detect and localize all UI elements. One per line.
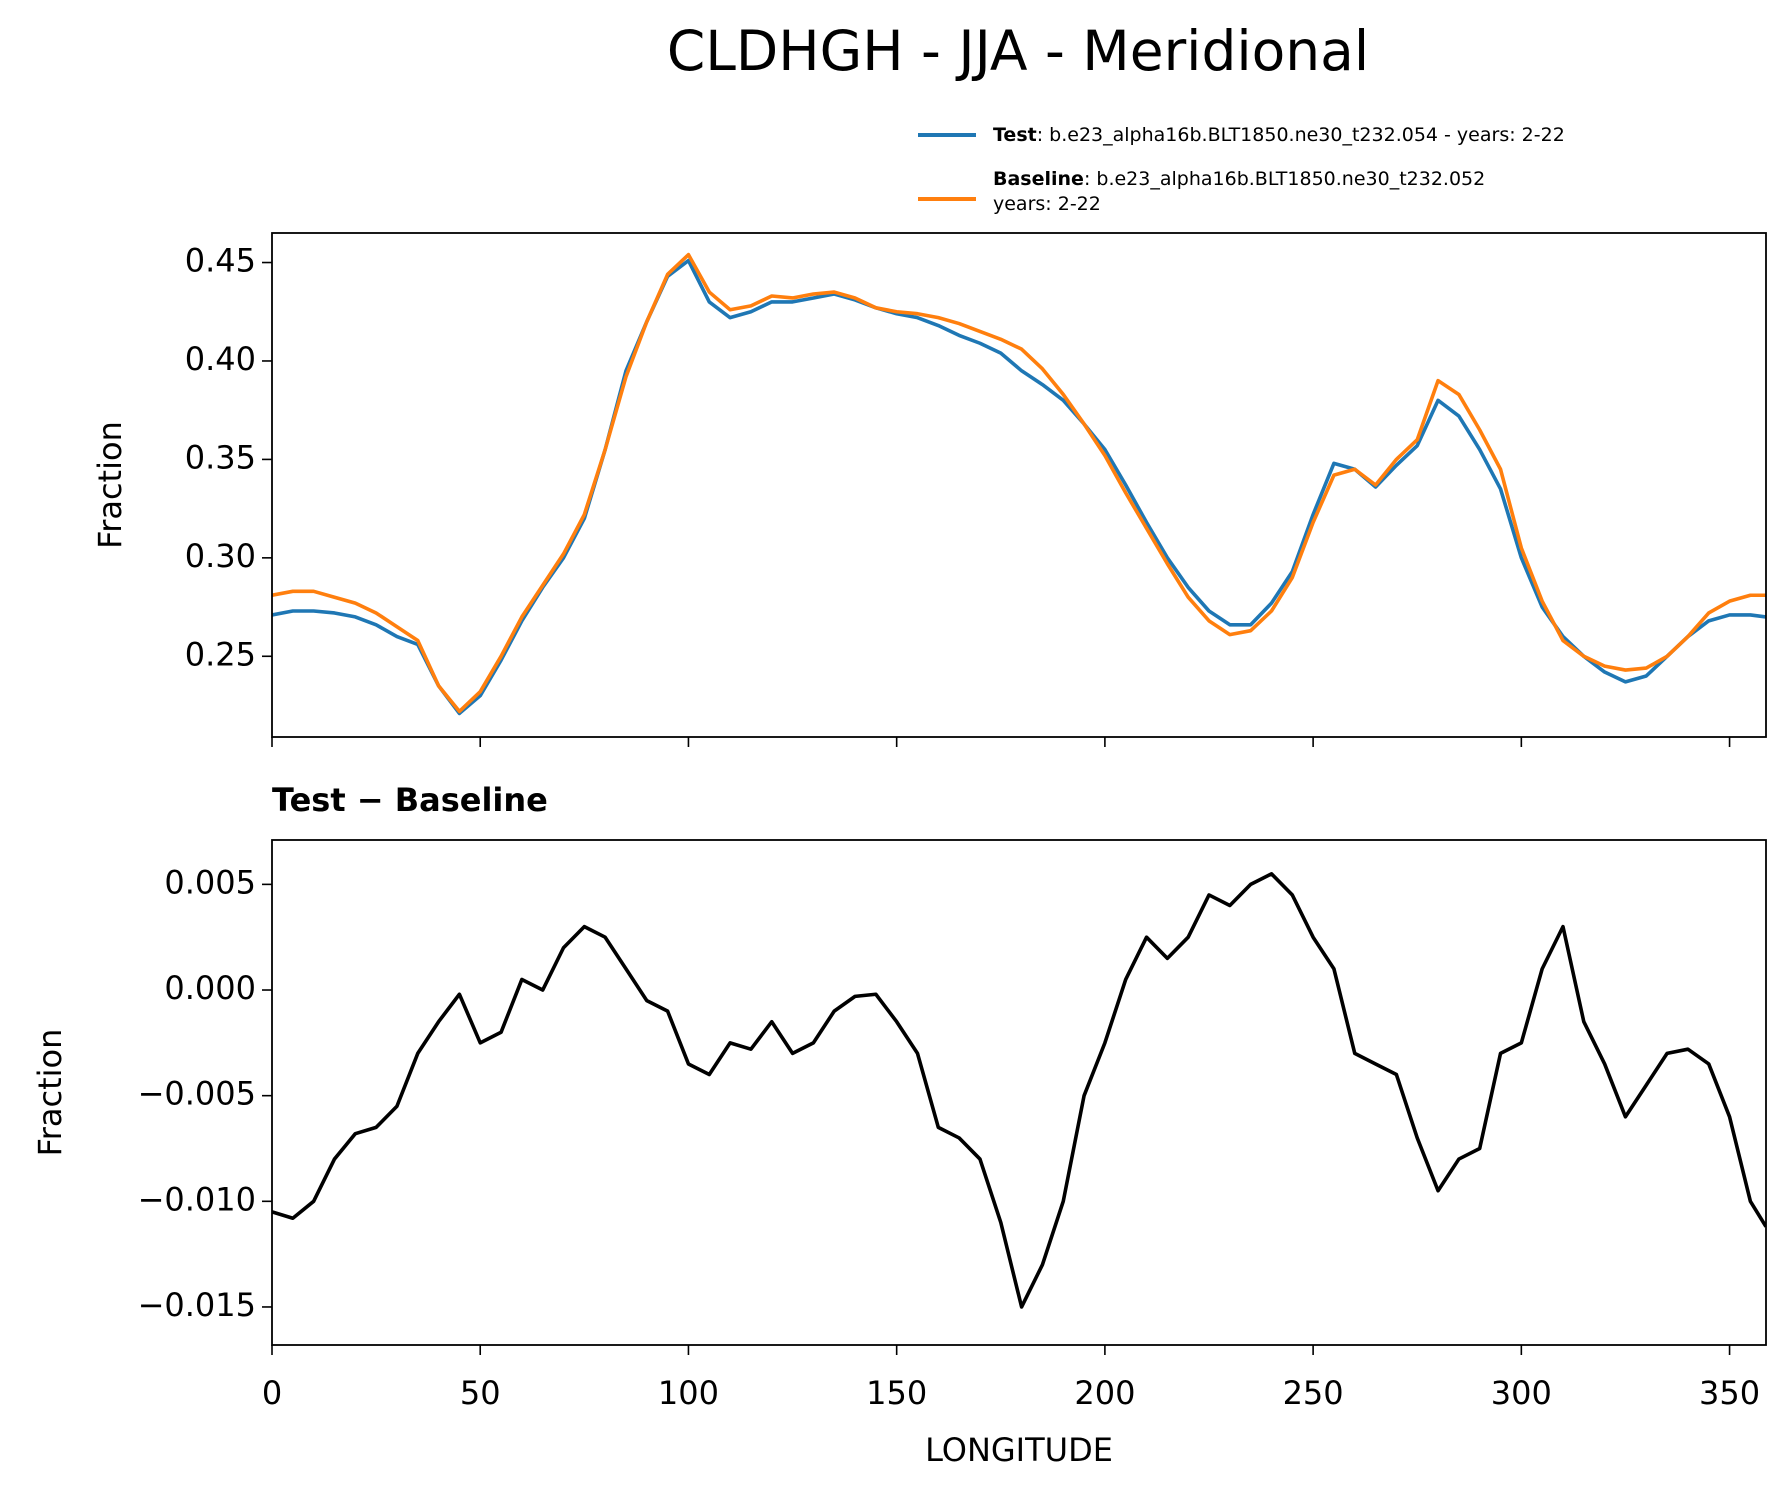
y-tick-label: 0.30 (185, 537, 256, 575)
legend-description: : b.e23_alpha16b.BLT1850.ne30_t232.054 -… (1037, 124, 1565, 146)
x-tick-label: 350 (1699, 1374, 1760, 1412)
y-tick-label: 0.45 (185, 242, 256, 280)
data-line (272, 252, 1766, 714)
x-tick-label: 200 (1074, 1374, 1135, 1412)
x-axis-label: LONGITUDE (925, 1431, 1113, 1469)
x-tick-label: 250 (1283, 1374, 1344, 1412)
legend-entry: Baseline: b.e23_alpha16b.BLT1850.ne30_t2… (993, 168, 1485, 215)
legend-name: Test (993, 124, 1037, 146)
x-tick-label: 300 (1491, 1374, 1552, 1412)
y-tick-label: −0.010 (138, 1180, 256, 1218)
y-tick-label: 0.000 (164, 969, 256, 1007)
y-tick-label: 0.005 (164, 863, 256, 901)
x-tick-label: 0 (262, 1374, 282, 1412)
y-tick-label: −0.005 (138, 1075, 256, 1113)
plot-frame (271, 232, 1767, 738)
y-tick-label: 0.40 (185, 340, 256, 378)
x-tick-label: 150 (866, 1374, 927, 1412)
plot-frame (271, 839, 1767, 1346)
legend-description: : b.e23_alpha16b.BLT1850.ne30_t232.052 (1084, 168, 1485, 190)
x-tick-label: 100 (658, 1374, 719, 1412)
y-tick-label: 0.25 (185, 635, 256, 673)
legend-entry: Test: b.e23_alpha16b.BLT1850.ne30_t232.0… (993, 124, 1565, 146)
panel-title: Test − Baseline (272, 781, 548, 819)
y-axis-label: Fraction (91, 421, 129, 549)
y-tick-label: −0.015 (138, 1286, 256, 1324)
x-tick-label: 50 (460, 1374, 501, 1412)
legend-name: Baseline (993, 168, 1084, 190)
legend-description: years: 2-22 (993, 193, 1101, 215)
figure-title: CLDHGH - JJA - Meridional (667, 19, 1369, 83)
data-line (272, 258, 1766, 716)
y-tick-label: 0.35 (185, 438, 256, 476)
data-line (272, 872, 1766, 1309)
y-axis-label: Fraction (31, 1029, 69, 1157)
